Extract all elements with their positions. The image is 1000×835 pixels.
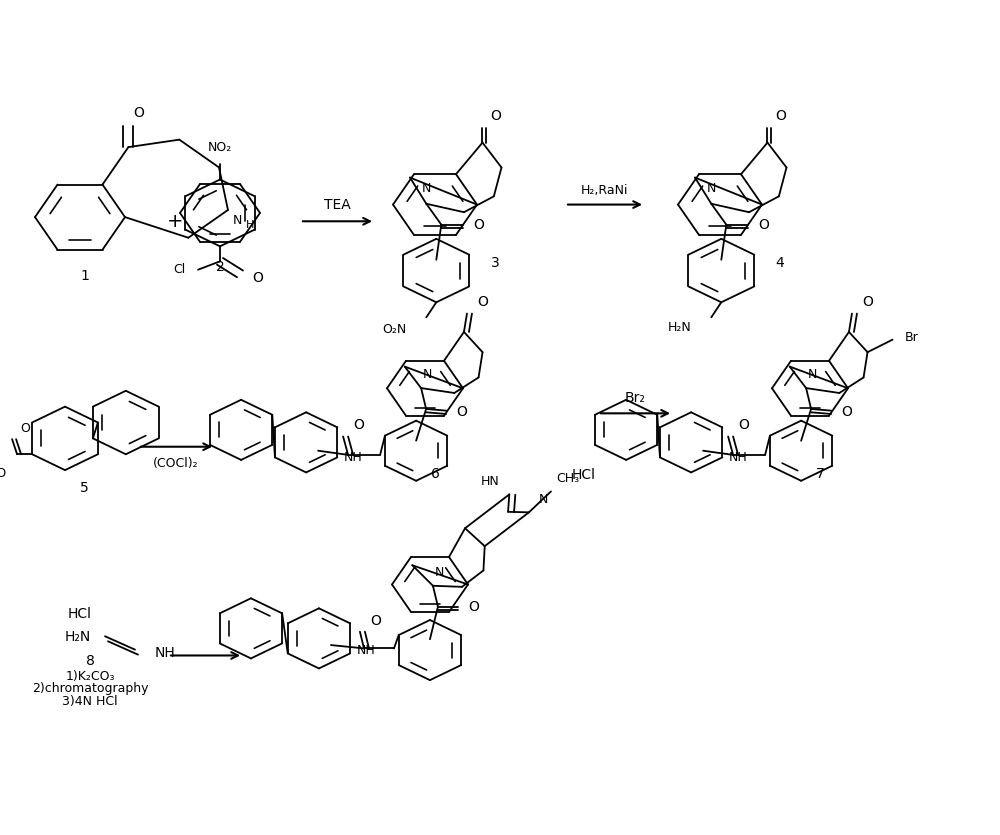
Text: N: N [233,214,242,227]
Text: O: O [738,418,749,433]
Text: N: N [435,566,444,579]
Text: NH: NH [155,646,176,660]
Text: NO₂: NO₂ [208,141,232,154]
Text: 1)K₂CO₃: 1)K₂CO₃ [65,670,115,683]
Text: O: O [20,422,30,435]
Text: H₂,RaNi: H₂,RaNi [581,184,629,197]
Text: HCl: HCl [68,607,92,620]
Text: O: O [133,105,144,119]
Text: O: O [473,218,484,231]
Text: N: N [422,182,431,195]
Text: O: O [468,600,479,615]
Text: O: O [862,296,873,310]
Text: HCl: HCl [572,468,596,482]
Text: 8: 8 [86,655,94,668]
Text: HN: HN [481,475,499,488]
Text: O: O [841,405,852,419]
Text: 7: 7 [816,468,824,481]
Text: TEA: TEA [324,198,350,211]
Text: O: O [370,614,381,628]
Text: Br: Br [905,331,918,345]
Text: H: H [246,220,254,230]
Text: 3)4N HCl: 3)4N HCl [62,695,118,708]
Text: 2: 2 [216,261,224,274]
Text: H₂N: H₂N [65,630,91,644]
Text: 6: 6 [431,468,439,481]
Text: (COCl)₂: (COCl)₂ [153,457,199,470]
Text: O: O [775,109,786,123]
Text: O: O [456,405,467,419]
Text: H₂N: H₂N [668,321,691,334]
Text: NH: NH [728,451,747,464]
Text: NH: NH [357,644,376,656]
Text: CH₃: CH₃ [556,472,579,485]
Text: 2)chromatography: 2)chromatography [32,682,148,696]
Text: +: + [167,212,183,230]
Text: Cl: Cl [174,263,186,276]
Text: O₂N: O₂N [382,323,406,337]
Text: N: N [423,368,432,382]
Text: 3: 3 [491,256,499,270]
Text: 4: 4 [776,256,784,270]
Text: O: O [477,296,488,310]
Text: HO: HO [0,467,7,480]
Text: Br₂: Br₂ [625,392,645,405]
Text: O: O [490,109,501,123]
Text: N: N [539,493,548,506]
Text: 5: 5 [80,482,88,495]
Text: N: N [808,368,817,382]
Text: O: O [758,218,769,231]
Text: O: O [353,418,364,433]
Text: O: O [252,271,263,285]
Text: 1: 1 [81,269,89,282]
Text: NH: NH [343,451,362,464]
Text: N: N [707,182,716,195]
